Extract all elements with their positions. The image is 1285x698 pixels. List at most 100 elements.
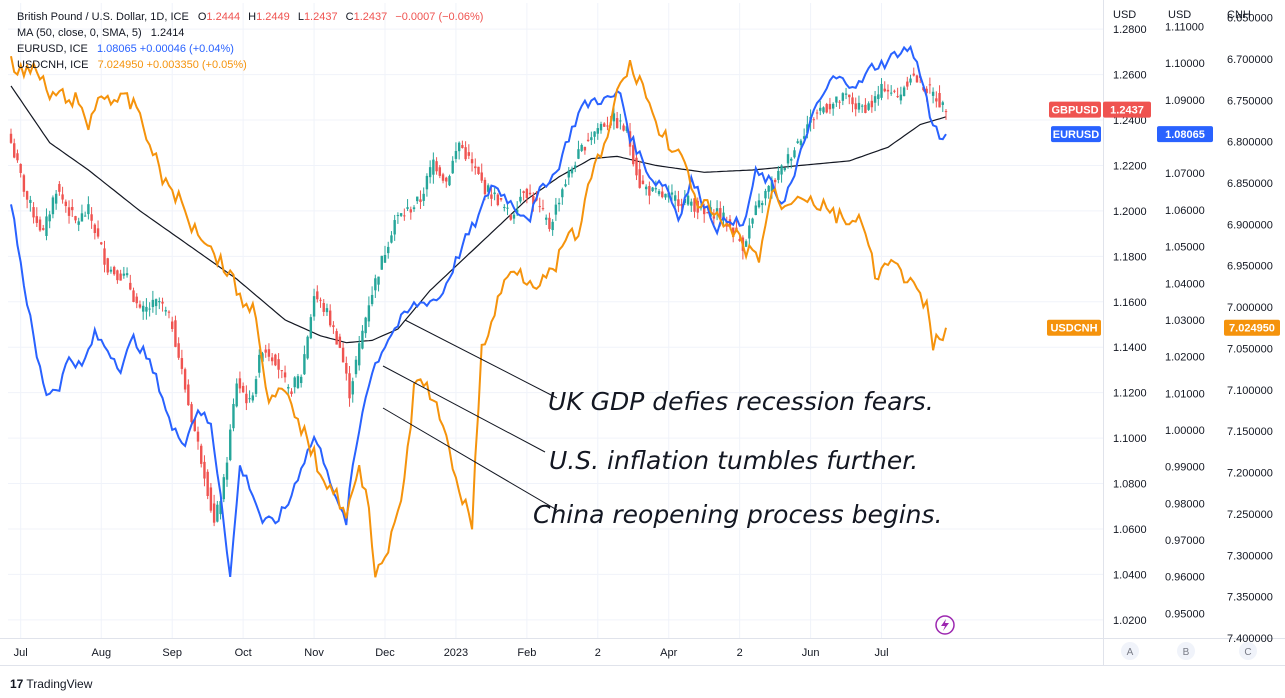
candle-body [844, 93, 848, 95]
legend-ma-value: 1.2414 [150, 27, 185, 39]
legend-ohlc-close-label: C [345, 11, 354, 23]
candle-body [35, 216, 38, 223]
scale-button-label: B [1183, 647, 1190, 658]
candle-body [925, 88, 928, 94]
candle-body [296, 376, 300, 388]
legend-gbpusd[interactable]: British Pound / U.S. Dollar, 1D, ICE O1.… [17, 9, 483, 25]
legend-eurusd[interactable]: EURUSD, ICE 1.08065 +0.00046 (+0.04%) [17, 41, 483, 57]
candle-body [522, 191, 525, 193]
gbpusd-axis-tick: 1.2200 [1113, 160, 1147, 172]
candle-body [396, 215, 400, 217]
candle-body [22, 175, 26, 192]
candle-body [428, 167, 432, 178]
scale-button [1239, 642, 1257, 660]
axis-a-unit: USD [1113, 9, 1136, 21]
candle-body [135, 296, 138, 304]
candle-body [319, 299, 322, 301]
chart-legend: British Pound / U.S. Dollar, 1D, ICE O1.… [17, 9, 483, 73]
candle-body [183, 369, 187, 390]
candle-body [158, 301, 161, 303]
candle-body [528, 192, 532, 195]
candle-body [838, 101, 841, 103]
legend-usdcnh[interactable]: USDCNH, ICE 7.024950 +0.003350 (+0.05%) [17, 57, 483, 73]
usdcnh-axis-tick: 7.250000 [1227, 509, 1273, 521]
candle-body [770, 179, 774, 192]
candle-body [877, 94, 880, 100]
candle-body [851, 97, 854, 105]
candle-body [680, 204, 683, 206]
candle-body [61, 194, 64, 200]
candle-body [835, 96, 838, 103]
x-axis-tick: Sep [162, 647, 182, 659]
annotation-pointer-line [404, 319, 558, 399]
candle-body [603, 123, 606, 127]
candle-body [880, 83, 883, 98]
candle-body [583, 146, 587, 151]
tradingview-logo[interactable]: 17 TradingView [10, 677, 92, 691]
gbpusd-axis-tick: 1.0600 [1113, 524, 1147, 536]
eurusd-axis-tick: 1.00000 [1165, 425, 1205, 437]
candle-body [48, 214, 51, 222]
candle-body [819, 107, 822, 111]
axis-b-unit: USD [1168, 9, 1191, 21]
candle-body [748, 225, 751, 239]
legend-ohlc-high-label: H [248, 11, 257, 23]
legend-ohlc-low-label: L [297, 11, 304, 23]
candle-body [773, 179, 777, 183]
candle-body [109, 269, 113, 272]
candle-body [777, 170, 780, 180]
candle-body [812, 119, 816, 121]
candle-body [106, 258, 109, 273]
eurusd-axis-tick: 1.04000 [1165, 278, 1205, 290]
candle-body [351, 381, 354, 395]
candle-body [641, 180, 645, 185]
legend-ma[interactable]: MA (50, close, 0, SMA, 5) 1.2414 [17, 25, 483, 41]
candle-body [377, 276, 380, 285]
candle-body [828, 103, 832, 110]
scale-button [1177, 642, 1195, 660]
eurusd-axis-tick: 1.05000 [1165, 242, 1205, 254]
candle-body [138, 304, 142, 308]
candle-body [432, 159, 435, 175]
candle-body [686, 195, 690, 205]
candle-body [441, 174, 445, 181]
lightning-icon [941, 619, 949, 631]
candle-body [283, 372, 287, 378]
candle-body [780, 165, 783, 175]
candle-body [29, 199, 32, 203]
candle-body [767, 185, 770, 192]
candle-body [58, 184, 61, 192]
candle-body [361, 330, 364, 349]
candle-body [673, 195, 677, 201]
candle-body [670, 192, 674, 195]
eurusd-axis-tick: 0.96000 [1165, 572, 1205, 584]
annotation-uk-gdp: UK GDP defies recession fears. [548, 387, 934, 416]
candle-body [854, 103, 857, 110]
candle-body [316, 291, 319, 300]
candle-body [661, 191, 664, 198]
gbpusd-axis-tick: 1.1800 [1113, 251, 1147, 263]
candle-body [912, 73, 915, 76]
candle-body [693, 198, 696, 212]
candle-body [77, 221, 80, 225]
candle-body [280, 370, 284, 372]
candle-body [644, 186, 648, 190]
candle-body [493, 192, 496, 195]
candle-body [83, 215, 87, 217]
candle-body [193, 419, 196, 432]
candle-body [893, 90, 896, 92]
candle-body [345, 362, 348, 374]
ma-line [10, 85, 947, 344]
candle-body [171, 321, 174, 329]
candle-body [232, 403, 235, 429]
candle-body [112, 266, 116, 275]
x-axis-tick: 2 [595, 647, 601, 659]
candle-body [848, 94, 851, 98]
scale-button-label: A [1127, 647, 1134, 658]
candle-body [38, 219, 42, 231]
x-axis-tick: Jul [874, 647, 888, 659]
candle-body [177, 343, 180, 358]
candle-body [416, 196, 419, 202]
candle-body [299, 376, 303, 384]
